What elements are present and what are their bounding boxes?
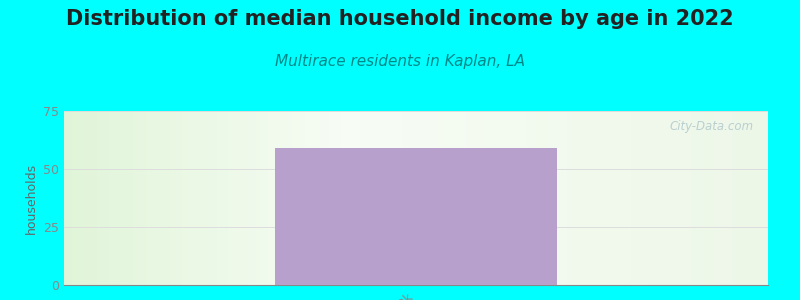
- Text: Distribution of median household income by age in 2022: Distribution of median household income …: [66, 9, 734, 29]
- Y-axis label: households: households: [25, 162, 38, 234]
- Bar: [275, 148, 557, 285]
- Text: City-Data.com: City-Data.com: [670, 120, 754, 133]
- Text: Multirace residents in Kaplan, LA: Multirace residents in Kaplan, LA: [275, 54, 525, 69]
